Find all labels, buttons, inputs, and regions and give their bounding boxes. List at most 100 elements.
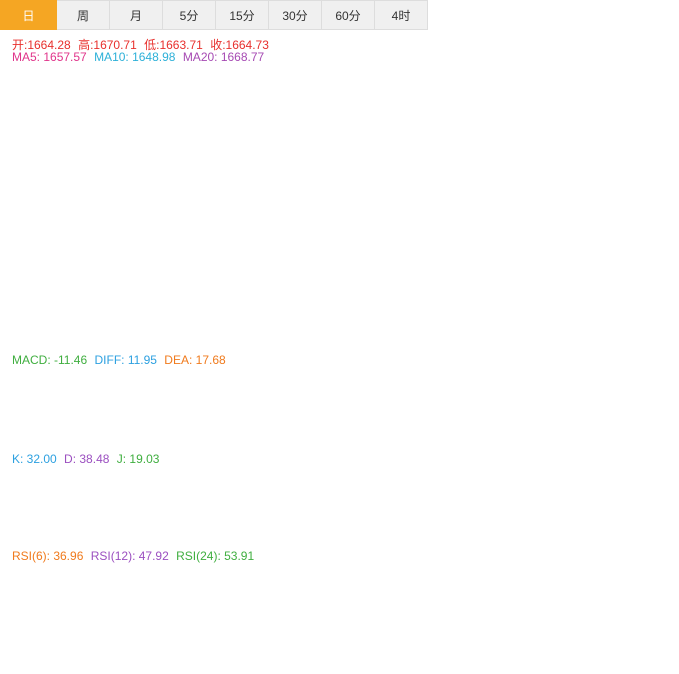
macd-bar [51,413,59,420]
candle-body [393,315,400,324]
macd-bar [363,413,371,427]
x-tick-label: 8月 [20,645,35,656]
macd-bar [597,413,605,435]
candle-body [227,200,234,218]
macd-bar [334,413,342,418]
candle-body [461,196,469,211]
tab-15min[interactable]: 15分 [216,0,269,30]
y-tick-label: 1786.34 [630,91,667,101]
rsi6-line [15,566,602,634]
macd-bar [314,412,322,414]
macd-bar [188,405,195,414]
candle-body [188,150,195,155]
macd-bar [197,406,205,414]
y-tick-label: 1817.83 [630,46,667,56]
y-tick-label: 1628.90 [630,316,667,326]
macd-bar [578,413,586,416]
candle-body [451,181,459,197]
macd-bar [139,408,147,414]
candle-body [41,123,49,132]
ma10-line [15,99,602,293]
ma-legend: MA5: 1657.57 MA10: 1648.98 MA20: 1668.77 [12,50,268,64]
candle-body [519,287,527,301]
candle-body [217,181,225,201]
y-tick-label: 98.12 [630,466,656,476]
candle-body [51,120,59,132]
rsi24-line [15,580,602,634]
candle-body [529,287,537,298]
x-tick-label: 9月 [234,645,249,656]
y-tick-label: 1660.39 [630,271,667,281]
macd-bar [471,406,478,414]
ohlc-legend: 开:1664.28 高:1670.71 低:1663.71 收:1664.73 [12,36,273,53]
y-tick-label: 27.02 [630,609,656,619]
macd-bar [529,413,537,421]
y-tick-label: 1676.13 [630,249,667,259]
candle-body [275,194,283,214]
macd-bar [353,413,361,423]
macd-bar [22,413,30,425]
candle-body [246,200,254,207]
k-value: K: 32.00 [12,452,57,466]
macd-bar [500,413,508,418]
candle-body [31,123,39,132]
candle-body [471,210,478,245]
macd-bar [461,403,469,414]
last-price-box [624,261,678,276]
tab-week[interactable]: 周 [57,0,110,30]
candle-body [295,190,303,204]
period-tabs: 日 周 月 5分 15分 30分 60分 4时 [0,0,428,30]
tab-day[interactable]: 日 [0,0,57,30]
d-value: D: 38.48 [64,452,110,466]
candle-body [305,190,313,220]
tab-4h[interactable]: 4时 [375,0,428,30]
ma10-value: MA10: 1648.98 [94,50,176,64]
candle-body [158,146,166,158]
candle-body [578,282,586,297]
candle-body [500,260,508,270]
y-tick-label: 11.39 [630,391,656,401]
high-value: 高:1670.71 [78,38,137,52]
macd-bar [207,408,215,414]
tab-month[interactable]: 月 [110,0,163,30]
candle-body [22,131,30,149]
tab-30min[interactable]: 30分 [269,0,322,30]
candle-body [129,98,137,117]
ma5-line [15,88,602,299]
candle-body [480,244,488,268]
tab-60min[interactable]: 60分 [322,0,375,30]
candle-body [412,272,420,275]
macd-bar [217,410,225,414]
candle-body [353,259,361,271]
macd-bar [71,405,78,414]
macd-bar [119,406,127,414]
macd-bar [110,405,117,414]
ma20-line [15,114,602,269]
macd-bar [285,405,293,414]
y-tick-label: 82.55 [630,564,656,574]
macd-bar [432,398,439,414]
candle-body [266,197,274,214]
y-tick-label: 1613.15 [630,339,667,349]
candle-body [285,194,293,204]
macd-bar [149,408,156,414]
candle-body [110,74,117,89]
macd-bar [61,408,69,414]
dea-line [15,382,602,418]
rsi12-value: RSI(12): 47.92 [90,549,169,563]
y-tick-label: 62.61 [630,489,656,499]
macd-bar [178,405,186,414]
tab-5min[interactable]: 5分 [163,0,216,30]
macd-bar [100,403,108,414]
candle-body [324,220,332,268]
candle-body [314,219,322,221]
candle-body [168,157,176,171]
candle-body [61,88,69,121]
macd-bar [236,412,244,414]
macd-bar [31,413,39,423]
macd-value: MACD: -11.46 [12,353,88,367]
candle-body [383,294,391,324]
macd-bar [568,413,576,416]
